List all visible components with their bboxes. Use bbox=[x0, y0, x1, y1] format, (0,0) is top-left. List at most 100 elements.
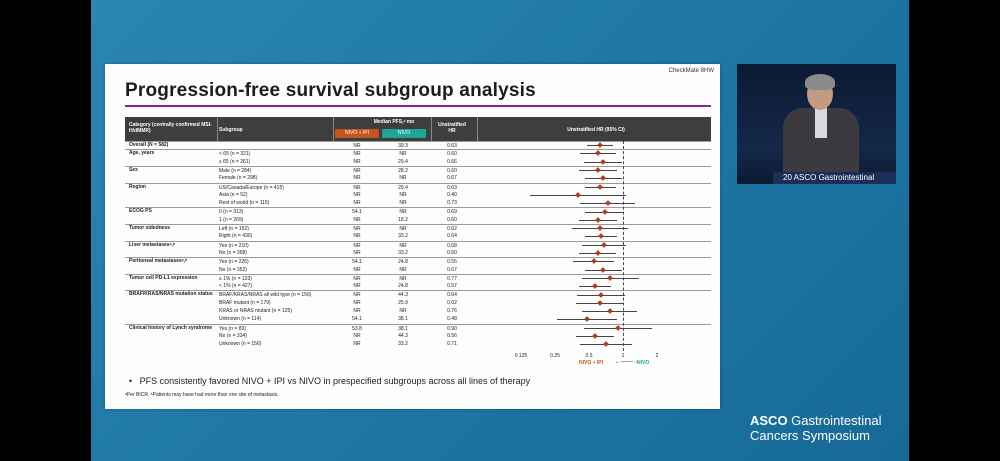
col-median-pfs: Median PFS,ᵃ mo bbox=[373, 119, 415, 125]
axis-tick-label: 0.25 bbox=[550, 352, 560, 359]
logo-asco: ASCO bbox=[750, 413, 788, 428]
row-subgroup: US/Canada/Europe (n = 415) bbox=[219, 184, 284, 191]
hr-point bbox=[590, 258, 597, 265]
footnote: ᵃPer BICR. ᵇPatients may have had more t… bbox=[125, 392, 279, 398]
row-subgroup: 0 (n = 313) bbox=[219, 209, 244, 216]
row-subgroup: Unknown (n = 114) bbox=[219, 316, 262, 323]
study-badge: CheckMate 8HW bbox=[668, 68, 714, 74]
row-subgroup: No (n = 334) bbox=[219, 332, 247, 339]
hr-point bbox=[606, 308, 613, 314]
hr-point bbox=[598, 233, 604, 240]
presenter-shirt bbox=[815, 108, 827, 138]
row-subgroup: < 65 (n = 321) bbox=[219, 151, 251, 158]
table-row: KRAS or NRAS mutant (n = 125) NR NR 0.76 bbox=[219, 308, 457, 314]
table-row: BRAF/KRAS/NRAS mutation status BRAF/KRAS/… bbox=[125, 290, 711, 299]
row-subgroup: Right (n = 430) bbox=[219, 233, 253, 240]
row-subgroup: ≥ 65 (n = 261) bbox=[219, 158, 251, 165]
col-forest: Unstratified HR (95% CI) bbox=[567, 127, 625, 133]
table-row: No (n = 352) NR NR 0.67 bbox=[219, 266, 457, 273]
table-row: Peritoneal metastasesᵃ,ᵇ Yes (n = 226) 54.… bbox=[125, 257, 711, 266]
axis-tick-label: 1 bbox=[621, 352, 625, 359]
presenter-hair bbox=[805, 74, 835, 90]
hr-point bbox=[595, 250, 601, 256]
table-row: BRAF mutant (n = 179) NR 25.9 0.62 bbox=[219, 299, 457, 306]
table-row: Tumor cell PD-L1 expression ≥ 1% (n = 133… bbox=[125, 273, 711, 283]
hr-point bbox=[597, 183, 604, 190]
presenter-video: 20 ASCO Gastrointestinal bbox=[737, 64, 896, 184]
col-hr: Unstratified HR bbox=[438, 122, 466, 134]
row-subgroup: Rest of world (n = 115) bbox=[219, 200, 270, 207]
axis-tick-label: 0.125 bbox=[514, 352, 528, 359]
row-subgroup: Yes (n = 210) bbox=[219, 242, 249, 249]
row-subgroup: Asia (n = 52) bbox=[219, 191, 248, 198]
header-divider bbox=[477, 117, 478, 141]
hr-point bbox=[595, 167, 601, 173]
table-row: Clinical history of Lynch syndrome Yes (n… bbox=[125, 323, 711, 333]
row-category: Overall (N = 582) bbox=[129, 142, 169, 148]
hr-point bbox=[603, 341, 610, 348]
hr-point bbox=[607, 275, 614, 281]
hr-point bbox=[596, 300, 603, 306]
favors-nivo-ipi-label: NIVO + IPI bbox=[579, 359, 604, 366]
table-row: Region US/Canada/Europe (n = 415) NR 29.4 0.… bbox=[125, 182, 711, 192]
row-subgroup: Female (n = 298) bbox=[219, 175, 258, 182]
hr-point bbox=[595, 217, 601, 223]
table-row: Right (n = 430) NR 33.2 0.64 bbox=[219, 233, 457, 240]
row-subgroup: < 1% (n = 427) bbox=[219, 283, 253, 290]
row-category: BRAF/KRAS/NRAS mutation status bbox=[129, 291, 213, 298]
row-subgroup: Yes (n = 226) bbox=[219, 259, 249, 266]
row-category: Tumor cell PD-L1 expression bbox=[129, 274, 198, 281]
row-subgroup: ≥ 1% (n = 133) bbox=[219, 275, 252, 282]
table-row: No (n = 368) NR 33.2 0.60 bbox=[219, 249, 457, 256]
col-category: Category (centrally confirmed MSI-H/dMMR… bbox=[129, 122, 212, 134]
row-subgroup: No (n = 368) bbox=[219, 249, 247, 256]
row-subgroup: Yes (n = 83) bbox=[219, 325, 246, 332]
hr-point bbox=[601, 208, 608, 215]
table-row: Age, years < 65 (n = 321) NR NR 0.60 bbox=[125, 149, 711, 158]
hr-point bbox=[604, 200, 611, 207]
table-row: Asia (n = 52) NR NR 0.40 bbox=[219, 191, 457, 198]
table-row: ≥ 65 (n = 261) NR 29.4 0.66 bbox=[219, 158, 457, 165]
table-row: Sex Male (n = 284) NR 28.2 0.60 bbox=[125, 165, 711, 175]
hr-point bbox=[614, 324, 621, 331]
hr-point bbox=[600, 266, 607, 273]
row-category: Region bbox=[129, 183, 146, 190]
row-category: Peritoneal metastasesᵃ,ᵇ bbox=[129, 258, 188, 265]
header-divider bbox=[217, 117, 218, 141]
conference-logo: ASCO Gastrointestinal Cancers Symposium bbox=[750, 413, 882, 443]
forest-plot: 0.125 0.25 0.5 1 2 NIVO + IPI ←——→ NIVO bbox=[125, 141, 711, 367]
hr-point bbox=[600, 175, 607, 182]
hr-point bbox=[591, 333, 598, 339]
logo-line2: Cancers Symposium bbox=[750, 428, 870, 443]
row-subgroup: KRAS or NRAS mutant (n = 125) bbox=[219, 308, 292, 314]
table-row: ECOG PS 0 (n = 313) 54.1 NR 0.69 bbox=[125, 207, 711, 216]
arm-nivo-pill: NIVO bbox=[382, 129, 426, 138]
slide: CheckMate 8HW Progression-free survival … bbox=[105, 64, 720, 409]
axis-tick-label: 2 bbox=[655, 352, 659, 359]
podium-sign: 20 ASCO Gastrointestinal bbox=[773, 172, 896, 184]
title-rule bbox=[125, 105, 711, 107]
favors-nivo-label: NIVO bbox=[637, 359, 650, 366]
table-row: 1 (n = 269) NR 18.2 0.60 bbox=[219, 216, 457, 223]
table-row: Overall (N = 582) NR 39.3 0.63 bbox=[125, 141, 711, 150]
col-subgroup: Subgroup bbox=[219, 127, 243, 133]
hr-point bbox=[584, 316, 590, 323]
presentation-stage: CheckMate 8HW Progression-free survival … bbox=[91, 0, 909, 461]
favors-arrow: ←——→ bbox=[615, 358, 639, 365]
summary-bullet-text: PFS consistently favored NIVO + IPI vs N… bbox=[139, 376, 531, 386]
row-subgroup: Left (n = 152) bbox=[219, 226, 249, 232]
hr-point bbox=[575, 192, 581, 198]
table-row: No (n = 334) NR 44.3 0.56 bbox=[219, 332, 457, 339]
row-subgroup: BRAF/KRAS/NRAS all wild type (n = 156) bbox=[219, 292, 312, 299]
axis-tick-label: 0.5 bbox=[585, 352, 593, 359]
hr-point bbox=[597, 142, 604, 148]
hr-point bbox=[599, 158, 606, 165]
reference-line bbox=[623, 141, 624, 351]
row-category: ECOG PS bbox=[129, 208, 152, 215]
table-row: < 1% (n = 427) NR 24.8 0.57 bbox=[219, 283, 457, 290]
table-row: Unknown (n = 156) NR 33.2 0.71 bbox=[219, 341, 457, 348]
table-row: Female (n = 298) NR NR 0.67 bbox=[219, 175, 457, 182]
slide-title: Progression-free survival subgroup analy… bbox=[125, 80, 536, 101]
header-divider bbox=[333, 117, 334, 141]
table-header: Category (centrally confirmed MSI-H/dMMR… bbox=[125, 117, 711, 141]
